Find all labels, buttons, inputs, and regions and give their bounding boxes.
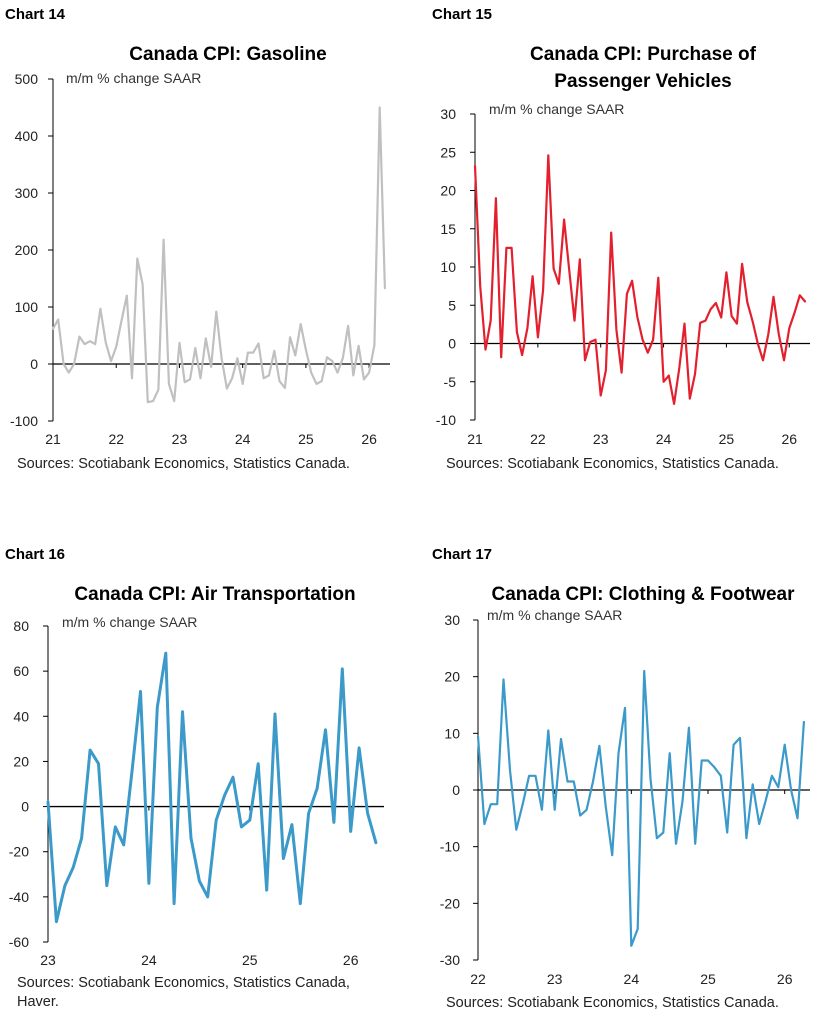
x-tick-label: 21 <box>467 431 483 447</box>
y-tick-label: 0 <box>448 336 456 352</box>
chart-plot-area: -10 -5 0 5 10 15 20 25 30 21 22 23 24 25 26 <box>436 106 810 447</box>
series-line <box>476 669 805 947</box>
y-tick-label: -100 <box>10 413 38 429</box>
chart-title: Canada CPI: Purchase of Passenger Vehicl… <box>458 41 828 95</box>
source-note: Sources: Scotiabank Economics, Statistic… <box>17 974 350 1012</box>
source-note: Sources: Scotiabank Economics, Statistic… <box>446 995 779 1011</box>
chart-number: Chart 15 <box>432 6 493 23</box>
x-tick-label: 24 <box>656 431 672 447</box>
chart-title: Canada CPI: Clothing & Footwear <box>491 584 795 605</box>
chart-panel-14: Chart 14 Canada CPI: Gasoline m/m % chan… <box>0 0 414 500</box>
chart-number: Chart 17 <box>432 546 493 563</box>
y-tick-label: 100 <box>15 299 39 315</box>
y-tick-label: 400 <box>15 128 39 144</box>
chart-title: Canada CPI: Air Transportation <box>74 584 356 605</box>
x-tick-label: 25 <box>298 431 314 447</box>
x-tick-label: 23 <box>593 431 609 447</box>
x-tick-label: 26 <box>343 952 359 968</box>
x-tick-label: 23 <box>40 952 56 968</box>
y-axis-unit-label: m/m % change SAAR <box>489 101 625 117</box>
source-note: Sources: Scotiabank Economics, Statistic… <box>446 456 779 472</box>
x-tick-label: 26 <box>781 431 797 447</box>
y-tick-label: -20 <box>440 895 460 911</box>
chart-panel-15: Chart 15 Canada CPI: Purchase of Passeng… <box>414 0 828 500</box>
x-tick-label: 22 <box>530 431 546 447</box>
chart-plot-area: -100 0 100 200 300 400 500 21 22 23 24 25 26 <box>10 71 390 447</box>
x-tick-label: 24 <box>141 952 157 968</box>
x-tick-label: 25 <box>242 952 258 968</box>
y-tick-label: -40 <box>9 889 29 905</box>
y-tick-label: 20 <box>440 183 456 199</box>
chart-title-line-2: Passenger Vehicles <box>554 71 732 92</box>
x-tick-label: 26 <box>777 971 793 987</box>
y-tick-label: 0 <box>30 356 38 372</box>
y-axis-unit-label: m/m % change SAAR <box>66 70 202 86</box>
chart-plot-area: -60 -40 -20 0 20 40 60 80 23 24 25 26 <box>9 618 384 968</box>
chart-title-line-1: Canada CPI: Purchase of <box>530 44 756 65</box>
y-tick-label: 20 <box>13 753 29 769</box>
source-note-line-2: Haver. <box>17 994 59 1010</box>
x-tick-label: 22 <box>470 971 486 987</box>
y-tick-label: 60 <box>13 663 29 679</box>
x-tick-label: 23 <box>547 971 563 987</box>
y-tick-label: -30 <box>440 952 460 968</box>
x-tick-label: 25 <box>719 431 735 447</box>
chart-panel-16: Chart 16 Canada CPI: Air Transportation … <box>0 540 414 1023</box>
y-tick-label: 15 <box>440 221 456 237</box>
chart-title: Canada CPI: Gasoline <box>129 44 327 65</box>
y-tick-label: -10 <box>436 412 456 428</box>
series-line <box>473 154 807 405</box>
y-tick-label: 30 <box>444 612 460 628</box>
source-note-line-1: Sources: Scotiabank Economics, Statistic… <box>17 975 350 991</box>
x-tick-label: 22 <box>108 431 124 447</box>
y-tick-label: 10 <box>444 725 460 741</box>
y-tick-label: 10 <box>440 259 456 275</box>
y-tick-label: 0 <box>21 799 29 815</box>
chart-number: Chart 14 <box>5 6 66 23</box>
y-tick-label: -60 <box>9 934 29 950</box>
chart-number: Chart 16 <box>5 546 66 563</box>
y-tick-label: 500 <box>15 71 39 87</box>
x-tick-label: 24 <box>235 431 251 447</box>
series-line <box>46 651 378 924</box>
y-axis-unit-label: m/m % change SAAR <box>487 607 623 623</box>
series-line <box>51 106 386 404</box>
chart-plot-area: -30 -20 -10 0 10 20 30 22 23 24 25 26 <box>440 612 810 987</box>
y-tick-label: 5 <box>448 297 456 313</box>
x-tick-label: 23 <box>172 431 188 447</box>
x-tick-label: 24 <box>624 971 640 987</box>
x-tick-label: 26 <box>361 431 377 447</box>
y-tick-label: 20 <box>444 669 460 685</box>
x-tick-label: 21 <box>45 431 61 447</box>
y-tick-label: 80 <box>13 618 29 634</box>
y-tick-label: -10 <box>440 839 460 855</box>
x-tick-label: 25 <box>700 971 716 987</box>
y-tick-label: 40 <box>13 708 29 724</box>
y-axis-unit-label: m/m % change SAAR <box>62 614 198 630</box>
y-tick-label: 30 <box>440 106 456 122</box>
y-tick-label: -5 <box>444 374 457 390</box>
source-note: Sources: Scotiabank Economics, Statistic… <box>17 456 350 472</box>
y-tick-label: -20 <box>9 844 29 860</box>
y-tick-label: 25 <box>440 144 456 160</box>
y-tick-label: 300 <box>15 185 39 201</box>
y-tick-label: 200 <box>15 242 39 258</box>
chart-panel-17: Chart 17 Canada CPI: Clothing & Footwear… <box>414 540 828 1023</box>
y-tick-label: 0 <box>452 782 460 798</box>
